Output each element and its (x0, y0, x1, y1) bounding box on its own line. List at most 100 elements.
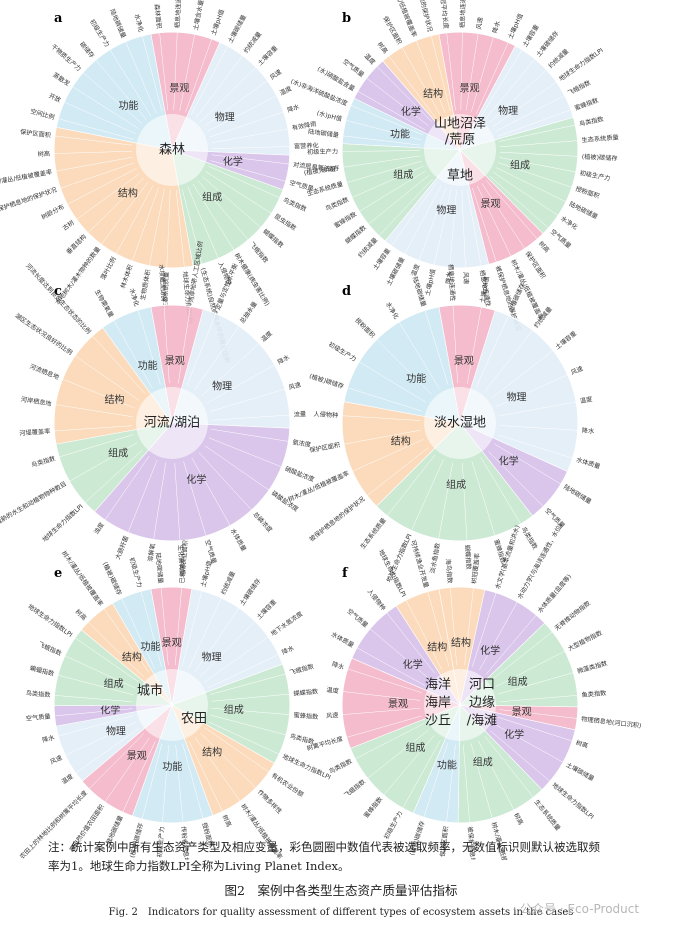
indicator-spoke (368, 174, 430, 225)
indicator-spoke (204, 727, 270, 773)
indicator-label: 鸟类指数 (324, 195, 351, 213)
indicator-spoke (462, 462, 468, 541)
indicator-label: 树高 (376, 40, 390, 55)
indicator-spoke (490, 730, 551, 782)
indicator-label: 蒸散发 (51, 71, 71, 88)
indicator-spoke (479, 601, 518, 671)
indicator-spoke (471, 592, 497, 667)
indicator-spoke (351, 165, 424, 198)
indicator-label: 飞蛾指数 (343, 777, 368, 799)
indicator-spoke (175, 744, 184, 823)
indicator-label: (植被)碳储存 (308, 372, 345, 390)
indicator-spoke (187, 186, 219, 259)
indicator-spoke (160, 587, 169, 666)
ecosystem-type-label: 草地 (447, 169, 473, 184)
indicator-spoke (494, 724, 564, 763)
category-label: 结构 (427, 640, 447, 653)
indicator-label: 陆地碳储量 (562, 483, 593, 506)
indicator-spoke (64, 101, 136, 134)
indicator-label: 温度 (326, 686, 339, 695)
indicator-spoke (188, 597, 222, 669)
indicator-spoke (492, 81, 557, 128)
indicator-spoke (461, 189, 466, 268)
indicator-label: 陆地碳储量 (308, 128, 340, 140)
indicator-label: 水净化 (128, 287, 141, 307)
indicator-spoke (415, 40, 446, 113)
category-label: 组成 (510, 159, 530, 172)
indicator-label: 飞蛾指数 (289, 662, 316, 676)
indicator-spoke (208, 166, 280, 199)
indicator-label: 生态系统质量 (533, 798, 562, 832)
indicator-spoke (499, 157, 576, 173)
indicator-label: 降水 (281, 644, 296, 657)
indicator-spoke (163, 305, 170, 384)
indicator-spoke (485, 614, 537, 675)
indicator-label: 降水 (331, 660, 346, 672)
panel-letter: d (342, 284, 351, 299)
indicator-label: 土壤容重 (554, 329, 578, 351)
category-label: 物理 (212, 380, 232, 393)
indicator-label: 空气质量 (549, 228, 573, 250)
indicator-spoke (411, 459, 444, 531)
indicator-label: 栖息地连通性 (447, 264, 457, 302)
indicator-label: 温度 (278, 84, 293, 97)
indicator-label: 风速 (288, 380, 302, 391)
indicator-label: 约统减量 (547, 47, 571, 70)
indicator-spoke (201, 176, 262, 228)
indicator-label: 土壤碳储量 (226, 13, 248, 44)
indicator-spoke (74, 637, 140, 683)
indicator-spoke (343, 155, 421, 168)
indicator-spoke (54, 425, 133, 432)
category-label: 物理 (202, 650, 222, 663)
indicator-label: 土壤pH值 (506, 12, 524, 40)
indicator-label: 土壤pH值 (209, 8, 226, 36)
indicator-label: 风速 (475, 17, 485, 30)
indicator-label: 约统减量 (242, 30, 263, 55)
category-label: 结构 (451, 636, 471, 649)
indicator-label: 鸟类指数 (520, 525, 540, 551)
ecosystem-type-label: 河口 (469, 678, 495, 693)
indicator-spoke (496, 374, 568, 407)
indicator-spoke (376, 339, 432, 395)
indicator-label: 蝴蝶指数 (343, 223, 368, 245)
indicator-spoke (137, 309, 161, 385)
indicator-spoke (82, 72, 143, 124)
indicator-label: 大肠杆菌 (114, 535, 131, 561)
indicator-spoke (67, 168, 137, 205)
indicator-label: 保护区面积 (309, 441, 341, 454)
indicator-label: 无脊椎动物指数 (553, 599, 593, 633)
indicator-label: 鱼类指数 (581, 689, 607, 699)
indicator-spoke (153, 462, 167, 540)
indicator-spoke (199, 620, 256, 677)
indicator-spoke (92, 335, 146, 394)
indicator-label: 土壤碳储量 (385, 256, 407, 287)
indicator-spoke (495, 167, 567, 203)
indicator-label: 降水 (276, 353, 291, 366)
indicator-spoke (211, 128, 289, 144)
indicator-spoke (186, 313, 217, 386)
wheel-rim (53, 586, 291, 824)
indicator-label: 富营养化 (294, 142, 319, 151)
indicator-spoke (499, 695, 578, 702)
indicator-spoke (347, 668, 422, 694)
indicator-spoke (207, 95, 277, 132)
wheel-rim (341, 31, 579, 269)
indicator-spoke (471, 461, 496, 536)
indicator-spoke (463, 744, 470, 823)
indicator-spoke (87, 177, 144, 234)
indicator-spoke (141, 743, 163, 820)
indicator-spoke (480, 457, 522, 525)
indicator-spoke (211, 708, 290, 715)
indicator-label: 树篱平均长度 (306, 735, 344, 753)
ecosystem-type-label: 山地沼泽 (434, 117, 486, 132)
indicator-spoke (101, 181, 149, 245)
indicator-label: 树木/灌丛/低植被覆盖率 (60, 549, 105, 608)
indicator-spoke (346, 715, 422, 738)
indicator-label: 河岸栖息地 (20, 395, 52, 408)
indicator-spoke (404, 185, 442, 255)
category-label: 景观 (460, 83, 480, 95)
indicator-label: 降水 (444, 270, 453, 284)
indicator-spoke (430, 35, 451, 112)
watermark: 公众号 · Eco-Product (520, 902, 640, 916)
panel-letter: e (54, 566, 62, 581)
